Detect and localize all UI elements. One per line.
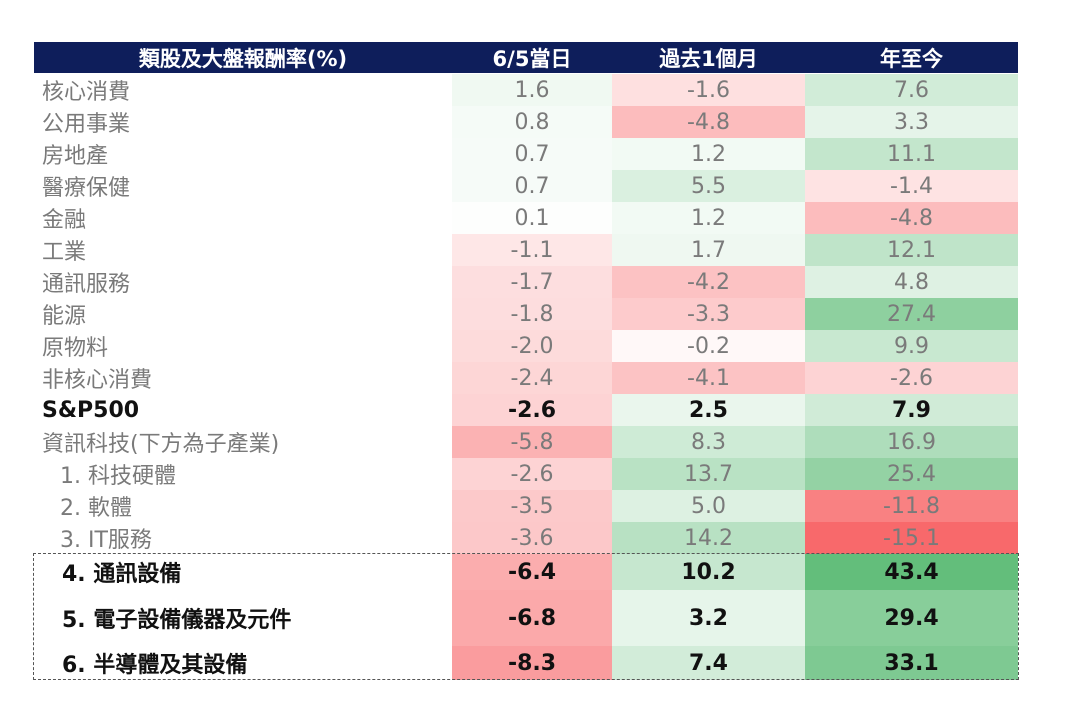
value-cell: 8.3 xyxy=(612,426,805,458)
value-cell: 0.1 xyxy=(452,202,612,234)
value-cell: 43.4 xyxy=(805,554,1018,590)
row-label: 核心消費 xyxy=(42,80,131,105)
value-cell: 16.9 xyxy=(805,426,1018,458)
value-cell: -11.8 xyxy=(805,490,1018,522)
value-cell: 1.2 xyxy=(612,138,805,170)
row-label: 4. 通訊設備 xyxy=(62,562,182,587)
row-label: 工業 xyxy=(42,240,87,265)
value-cell: -3.3 xyxy=(612,298,805,330)
value-cell: 29.4 xyxy=(805,590,1018,646)
value-cell: 1.7 xyxy=(612,234,805,266)
row-label: 資訊科技(下方為子產業) xyxy=(42,432,280,457)
value-cell: -2.6 xyxy=(452,458,612,490)
value-cell: -4.2 xyxy=(612,266,805,298)
value-cell: 12.1 xyxy=(805,234,1018,266)
row-label: 1. 科技硬體 xyxy=(60,464,176,489)
row-label: 金融 xyxy=(42,208,87,233)
value-cell: 5.0 xyxy=(612,490,805,522)
header-cell: 過去1個月 xyxy=(612,42,805,73)
value-cell: -1.8 xyxy=(452,298,612,330)
value-cell: 11.1 xyxy=(805,138,1018,170)
value-cell: -0.2 xyxy=(612,330,805,362)
value-cell: -2.6 xyxy=(452,394,612,426)
highlight-box xyxy=(33,553,1019,680)
value-cell: -15.1 xyxy=(805,522,1018,554)
value-cell: 1.2 xyxy=(612,202,805,234)
value-cell: 1.6 xyxy=(452,74,612,106)
value-cell: 27.4 xyxy=(805,298,1018,330)
header-cell: 類股及大盤報酬率(%) xyxy=(34,42,452,73)
value-cell: -1.6 xyxy=(612,74,805,106)
value-cell: 0.8 xyxy=(452,106,612,138)
header-cell: 年至今 xyxy=(805,42,1018,73)
value-cell: -4.1 xyxy=(612,362,805,394)
value-cell: -8.3 xyxy=(452,646,612,680)
value-cell: -6.4 xyxy=(452,554,612,590)
value-cell: -1.1 xyxy=(452,234,612,266)
value-cell: -3.5 xyxy=(452,490,612,522)
value-cell: 2.5 xyxy=(612,394,805,426)
value-cell: 0.7 xyxy=(452,170,612,202)
value-cell: -3.6 xyxy=(452,522,612,554)
value-cell: -5.8 xyxy=(452,426,612,458)
row-label: 非核心消費 xyxy=(42,368,153,393)
value-cell: -1.4 xyxy=(805,170,1018,202)
row-label: 公用事業 xyxy=(42,112,131,137)
row-label: S&P500 xyxy=(42,397,140,423)
value-cell: 7.9 xyxy=(805,394,1018,426)
value-cell: -6.8 xyxy=(452,590,612,646)
value-cell: 10.2 xyxy=(612,554,805,590)
value-cell: 3.3 xyxy=(805,106,1018,138)
row-label: 原物料 xyxy=(42,336,109,361)
row-label: 房地產 xyxy=(42,144,109,169)
row-label: 5. 電子設備儀器及元件 xyxy=(62,608,292,633)
value-cell: -4.8 xyxy=(612,106,805,138)
value-cell: -4.8 xyxy=(805,202,1018,234)
header-cell: 6/5當日 xyxy=(452,42,612,73)
value-cell: 14.2 xyxy=(612,522,805,554)
value-cell: 0.7 xyxy=(452,138,612,170)
value-cell: 13.7 xyxy=(612,458,805,490)
row-label: 3. IT服務 xyxy=(60,528,152,553)
value-cell: 7.6 xyxy=(805,74,1018,106)
row-label: 醫療保健 xyxy=(42,176,131,201)
row-label: 6. 半導體及其設備 xyxy=(62,653,248,678)
value-cell: 7.4 xyxy=(612,646,805,680)
value-cell: 4.8 xyxy=(805,266,1018,298)
value-cell: 3.2 xyxy=(612,590,805,646)
value-cell: -1.7 xyxy=(452,266,612,298)
value-cell: -2.6 xyxy=(805,362,1018,394)
value-cell: 5.5 xyxy=(612,170,805,202)
value-cell: 25.4 xyxy=(805,458,1018,490)
row-label: 2. 軟體 xyxy=(60,496,132,521)
value-cell: 33.1 xyxy=(805,646,1018,680)
row-label: 通訊服務 xyxy=(42,272,131,297)
value-cell: 9.9 xyxy=(805,330,1018,362)
row-label: 能源 xyxy=(42,304,87,329)
value-cell: -2.4 xyxy=(452,362,612,394)
value-cell: -2.0 xyxy=(452,330,612,362)
